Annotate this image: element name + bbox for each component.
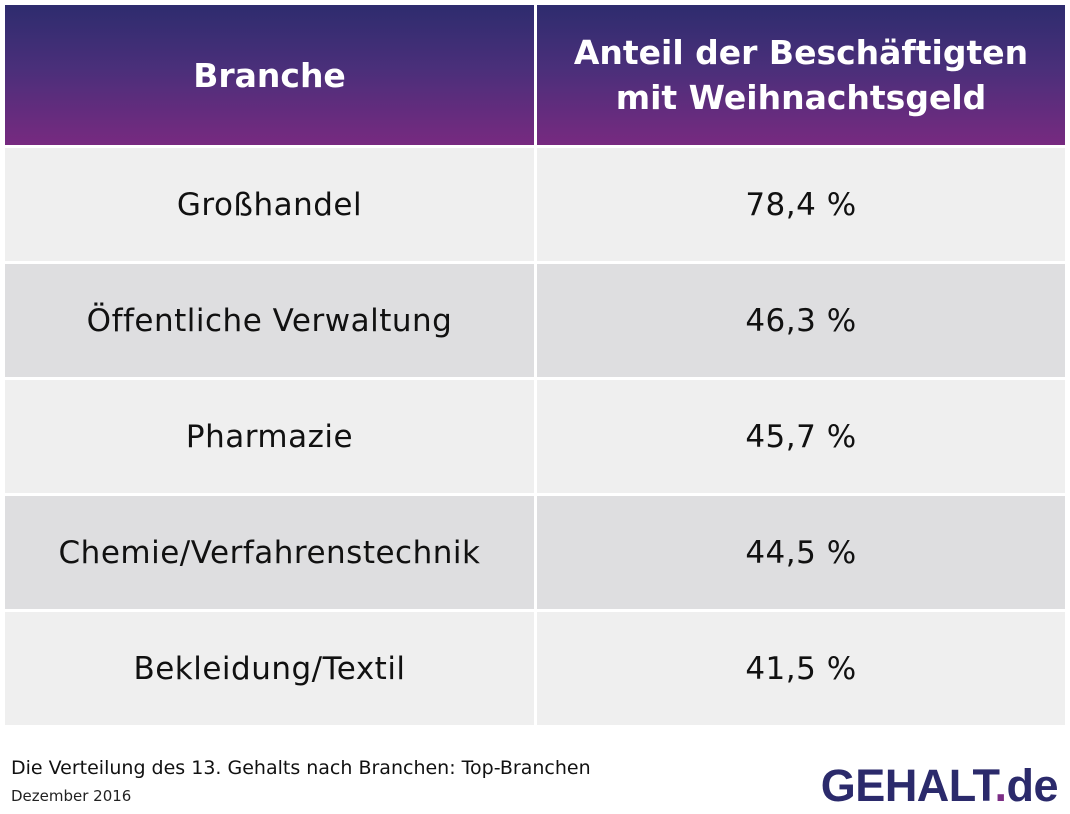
table-header-row: Branche Anteil der Beschäftigten mit Wei… [5,5,1065,145]
data-table: Branche Anteil der Beschäftigten mit Wei… [5,5,1065,725]
footer-title: Die Verteilung des 13. Gehalts nach Bran… [11,757,591,779]
cell-branche: Chemie/Verfahrenstechnik [5,496,534,609]
header-anteil-line1: Anteil der Beschäftigten [573,33,1029,72]
logo-text-gehalt: GEHALT [820,760,995,811]
table-body: Großhandel 78,4 % Öffentliche Verwaltung 46… [5,148,1065,725]
header-anteil-line2: mit Weihnachtsgeld [615,78,987,117]
cell-branche: Öffentliche Verwaltung [5,264,534,377]
header-branche: Branche [5,5,534,145]
cell-anteil: 45,7 % [537,380,1065,493]
cell-anteil: 46,3 % [537,264,1065,377]
table-row: Bekleidung/Textil 41,5 % [5,612,1065,725]
cell-anteil: 41,5 % [537,612,1065,725]
cell-branche: Pharmazie [5,380,534,493]
cell-branche: Großhandel [5,148,534,261]
table-row: Öffentliche Verwaltung 46,3 % [5,264,1065,377]
logo-dot: . [994,760,1007,811]
cell-anteil: 78,4 % [537,148,1065,261]
table-row: Pharmazie 45,7 % [5,380,1065,493]
gehalt-logo: GEHALT.de [820,760,1059,812]
footer-date: Dezember 2016 [11,787,132,805]
cell-anteil: 44,5 % [537,496,1065,609]
table-row: Chemie/Verfahrenstechnik 44,5 % [5,496,1065,609]
table-row: Großhandel 78,4 % [5,148,1065,261]
header-anteil: Anteil der Beschäftigten mit Weihnachtsg… [537,5,1065,145]
logo-text-de: de [1006,760,1058,811]
cell-branche: Bekleidung/Textil [5,612,534,725]
